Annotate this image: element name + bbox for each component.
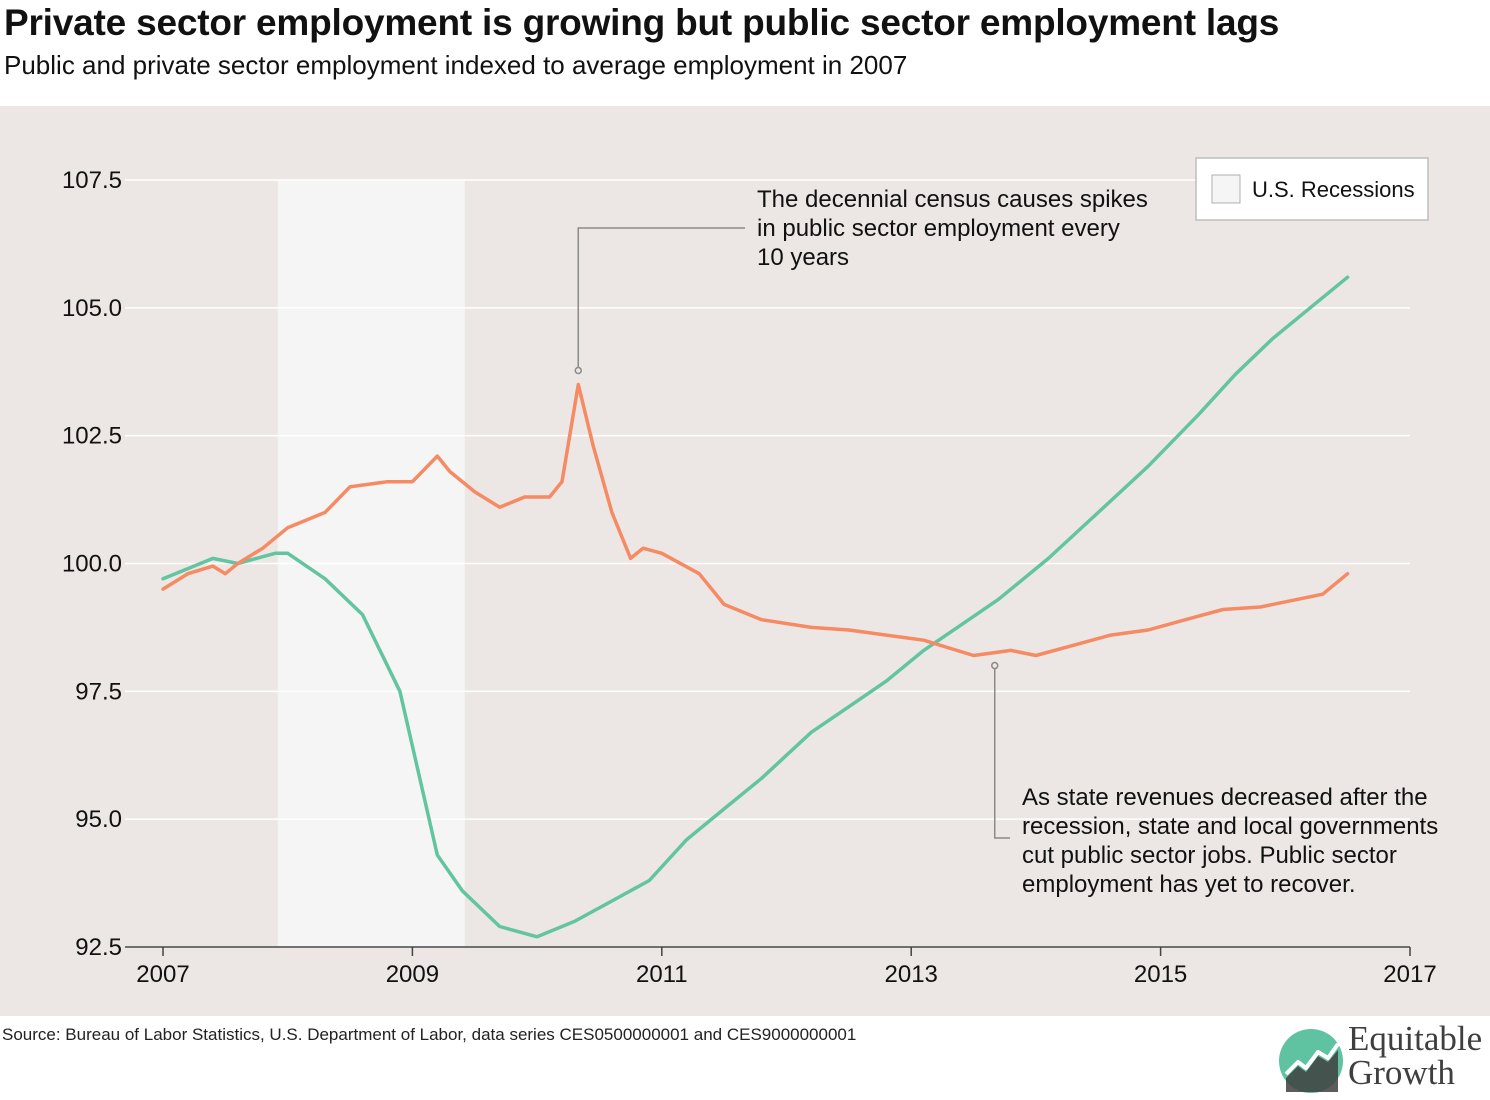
- logo-text-line1: Equitable: [1348, 1019, 1483, 1058]
- annotation-census-text: in public sector employment every: [757, 215, 1120, 242]
- annotation-state-text: employment has yet to recover.: [1022, 871, 1356, 898]
- y-tick-label: 97.5: [75, 678, 122, 705]
- annotation-dot: [990, 661, 999, 670]
- public-sector-line: [161, 382, 1350, 658]
- x-tick-label: 2017: [1383, 961, 1436, 988]
- y-tick-label: 92.5: [75, 934, 122, 961]
- x-tick-label: 2011: [636, 961, 688, 988]
- y-tick-label: 95.0: [75, 806, 122, 833]
- x-tick-label: 2007: [136, 961, 189, 988]
- y-tick-label: 100.0: [62, 551, 122, 578]
- annotation-leader: [993, 665, 1010, 839]
- annotation-state-text: cut public sector jobs. Public sector: [1022, 842, 1397, 869]
- logo-text-line2: Growth: [1348, 1053, 1455, 1092]
- chart-title: Private sector employment is growing but…: [4, 2, 1280, 43]
- chart-subtitle: Public and private sector employment ind…: [4, 50, 908, 80]
- private-sector-line: [161, 275, 1350, 939]
- equitable-growth-logo: Equitable Growth: [1278, 1019, 1488, 1098]
- annotation-census-text: 10 years: [757, 244, 849, 271]
- annotation-state-text: recession, state and local governments: [1022, 813, 1438, 840]
- y-tick-label: 105.0: [62, 295, 122, 322]
- annotation-census-text: The decennial census causes spikes: [757, 186, 1148, 213]
- x-tick-label: 2013: [885, 961, 938, 988]
- annotation-state-text: As state revenues decreased after the: [1022, 784, 1428, 811]
- x-tick-label: 2009: [386, 961, 439, 988]
- legend-recession-swatch: [1211, 174, 1241, 204]
- annotation-dot: [574, 366, 583, 375]
- annotation-leader: [577, 227, 745, 371]
- growth-chart-logo-icon: [1279, 1029, 1343, 1093]
- source-note: Source: Bureau of Labor Statistics, U.S.…: [2, 1025, 857, 1044]
- legend-recession-label: U.S. Recessions: [1252, 177, 1415, 202]
- x-tick-label: 2015: [1134, 961, 1187, 988]
- y-tick-label: 102.5: [62, 423, 122, 450]
- y-tick-label: 107.5: [62, 167, 122, 194]
